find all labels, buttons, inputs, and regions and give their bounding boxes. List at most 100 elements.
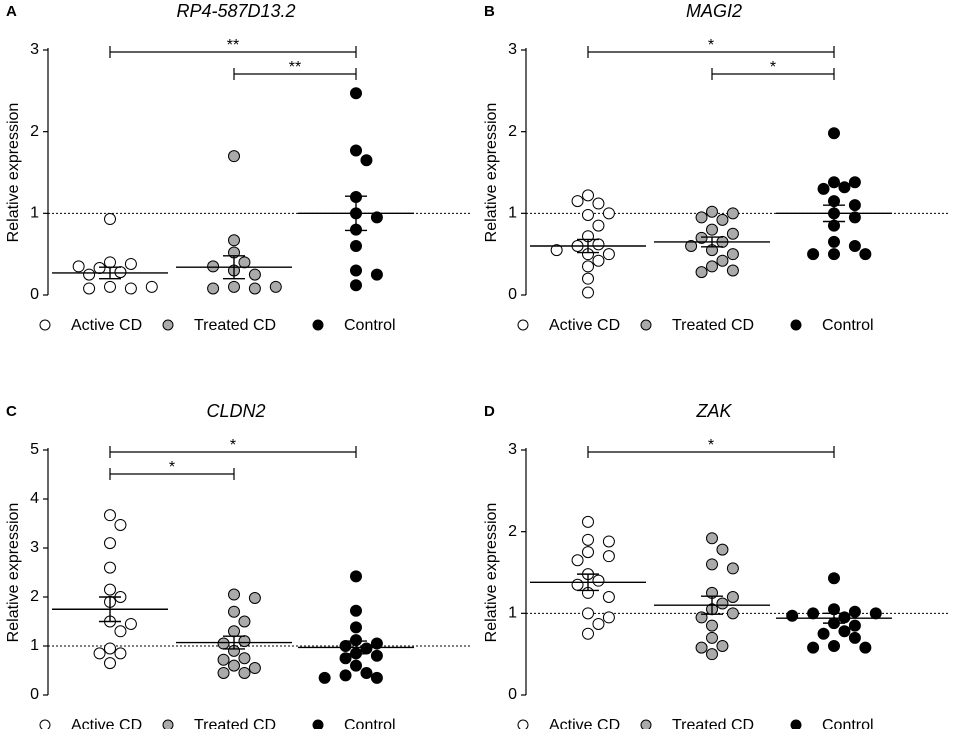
panel: D ZAK Relative expression 0 1 2 3 Active CD Trea… [483,401,948,729]
data-point [602,207,615,220]
y-tick-label: 3 [30,539,39,556]
significance-label: * [708,37,714,54]
data-point [706,648,718,661]
data-point [706,558,718,571]
data-point [726,207,739,220]
data-point [848,211,861,224]
data-point [238,666,251,679]
sem-bar [577,573,599,592]
data-point [602,611,615,624]
data-point [848,605,861,618]
legend-marker [39,319,51,331]
chart-title: ZAK [695,401,732,421]
data-point [350,621,362,634]
data-point [706,205,718,218]
data-point [238,652,251,665]
sem-bar [701,236,723,248]
data-point [828,572,840,585]
legend-marker [790,719,802,729]
legend-label: Treated CD [672,717,754,729]
data-point [602,550,615,563]
legend-label: Active CD [71,317,142,334]
data-point [104,537,116,550]
legend-marker [162,719,174,729]
data-point [248,662,261,675]
panel-label: A [6,3,17,20]
data-point [93,647,106,660]
sem-bar [823,204,845,223]
panel-label: C [6,403,17,420]
panel-label: B [484,3,495,20]
data-point [602,591,615,603]
data-point [817,182,830,195]
data-point [807,607,820,620]
data-point [571,554,584,567]
data-point [114,266,127,279]
significance-bar [587,46,835,58]
data-point [238,256,251,269]
significance-bar [109,468,235,480]
data-point [114,647,127,660]
data-point [582,286,594,299]
chart-title: MAGI2 [686,1,742,21]
chart-title: RP4-587D13.2 [176,1,295,21]
data-point [370,649,383,662]
data-point [104,509,116,522]
data-point [716,254,729,267]
legend-marker [39,719,51,729]
y-tick-label: 1 [508,605,517,622]
data-point [228,234,240,247]
data-point [228,150,240,163]
panel: C CLDN2 Relative expression 0 1 2 3 4 5 Active CD… [5,401,470,729]
data-point [848,176,861,189]
data-point [104,280,116,293]
data-point [592,254,605,267]
y-tick-label: 1 [30,205,39,222]
data-point [592,197,605,210]
data-point [228,659,240,672]
data-point [848,619,861,632]
data-point [786,609,799,622]
data-point [370,671,383,684]
data-point [248,591,261,604]
data-point [726,562,739,575]
significance-bar [587,446,835,458]
y-tick-label: 4 [30,490,39,507]
panel-label: D [484,403,495,420]
legend-marker [640,719,652,729]
data-point [228,588,240,601]
data-point [339,669,352,682]
data-point [582,272,594,285]
data-point [350,240,362,252]
legend-label: Treated CD [672,317,754,334]
sem-bar [99,596,121,623]
data-point [350,659,362,672]
data-point [228,625,240,638]
data-point [592,238,605,251]
panel: A RP4-587D13.2 Relative expression 0 1 2 3 Acti… [5,1,470,334]
data-point [859,248,872,261]
sem-bar [823,612,845,624]
data-point [269,280,282,293]
data-point [695,211,708,224]
data-point [582,627,594,640]
y-tick-label: 5 [30,441,39,458]
data-point [828,127,840,140]
data-point [370,637,383,650]
y-tick-label: 0 [508,286,517,303]
data-point [726,591,739,603]
data-point [838,181,851,194]
data-point [217,666,230,679]
legend-marker [162,319,174,331]
sem-bar [345,195,367,232]
data-point [706,619,718,632]
data-point [592,574,605,587]
y-tick-label: 3 [30,41,39,58]
data-point [104,657,116,670]
data-point [350,570,362,583]
legend-marker [517,319,529,331]
data-point [360,642,373,655]
data-point [104,583,116,596]
data-point [571,578,584,591]
data-point [93,262,106,275]
